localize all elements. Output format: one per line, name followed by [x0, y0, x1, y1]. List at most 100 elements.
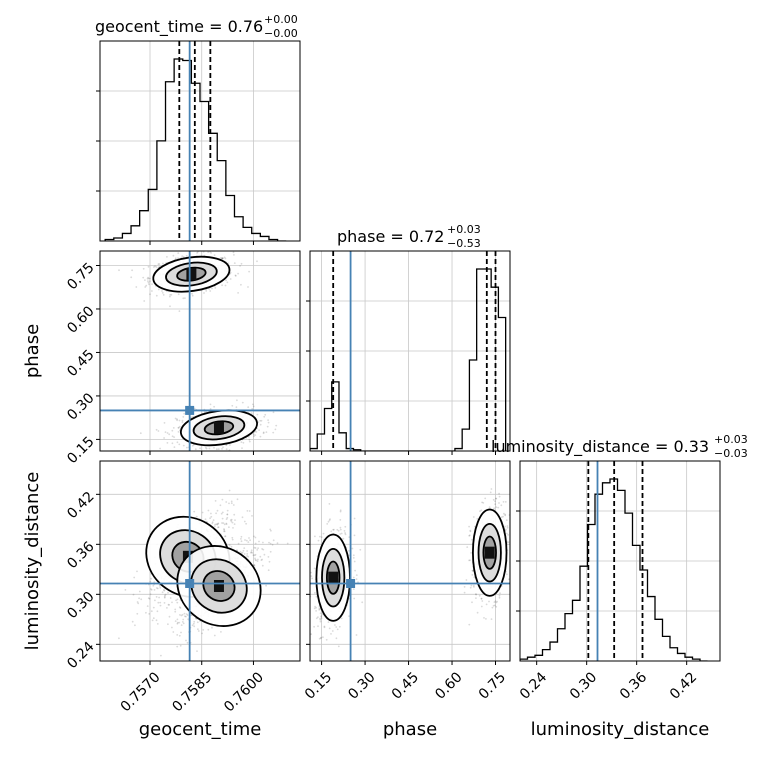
density-peak — [213, 421, 224, 434]
scatter-point — [176, 618, 179, 621]
scatter-point — [261, 558, 263, 561]
scatter-point — [216, 523, 219, 526]
scatter-point — [246, 510, 249, 512]
scatter-point — [145, 611, 147, 614]
scatter-point — [163, 596, 166, 599]
scatter-point — [197, 630, 200, 632]
scatter-point — [214, 453, 216, 455]
scatter-point — [240, 538, 242, 540]
scatter-point — [466, 546, 469, 548]
scatter-point — [254, 434, 257, 436]
scatter-point — [233, 262, 236, 264]
scatter-point — [185, 639, 187, 642]
scatter-point — [496, 600, 498, 603]
scatter-point — [353, 560, 356, 563]
x-tick-label: 0.7570 — [118, 669, 164, 715]
scatter-point — [480, 509, 483, 512]
panel-geocent_time-geocent_time — [96, 40, 301, 245]
panel-frame — [309, 460, 511, 662]
scatter-point — [216, 509, 219, 512]
scatter-point — [180, 614, 183, 617]
scatter-point — [262, 541, 264, 544]
scatter-point — [221, 257, 224, 260]
scatter-point — [250, 549, 253, 552]
scatter-point — [221, 517, 224, 520]
scatter-point — [161, 292, 164, 294]
panel-phase-geocent_time: 0.15 0.30 0.45 0.60 0.75 — [64, 250, 301, 467]
scatter-point — [256, 260, 258, 263]
scatter-point — [339, 510, 342, 513]
scatter-point — [352, 554, 355, 557]
scatter-point — [156, 610, 159, 613]
scatter-point — [495, 497, 497, 500]
scatter-point — [191, 624, 194, 627]
scatter-point — [261, 548, 263, 550]
panel-plot-area — [100, 461, 300, 661]
scatter-point — [250, 551, 253, 553]
scatter-point — [352, 557, 355, 559]
scatter-point — [174, 257, 177, 260]
scatter-point — [149, 593, 152, 596]
scatter-point — [148, 597, 151, 600]
scatter-point — [494, 604, 496, 607]
title-phase-sup: +0.03 — [447, 223, 481, 236]
panel-plot-area — [100, 41, 300, 241]
scatter-point — [219, 504, 222, 507]
scatter-point — [505, 519, 508, 522]
scatter-point — [181, 421, 184, 424]
scatter-point — [495, 506, 498, 509]
x-tick-label: 0.30 — [567, 669, 600, 702]
scatter-point — [327, 520, 330, 523]
scatter-point — [318, 607, 321, 609]
scatter-point — [192, 622, 195, 625]
scatter-point — [475, 597, 477, 599]
title-luminosity-distance-sup: +0.03 — [714, 433, 748, 446]
scatter-point — [468, 559, 470, 562]
scatter-point — [339, 533, 342, 535]
scatter-point — [319, 612, 322, 615]
scatter-point — [248, 440, 251, 443]
panel-frame — [99, 250, 301, 452]
scatter-point — [193, 510, 196, 513]
scatter-point — [480, 597, 483, 600]
scatter-point — [149, 277, 151, 280]
y-tick-label: 0.75 — [64, 260, 97, 293]
scatter-point — [257, 558, 259, 561]
scatter-point — [236, 399, 238, 402]
scatter-point — [352, 588, 355, 590]
scatter-point — [237, 542, 240, 545]
scatter-point — [173, 446, 176, 448]
scatter-point — [177, 426, 180, 429]
scatter-point — [152, 606, 155, 609]
scatter-point — [214, 287, 217, 289]
scatter-point — [272, 539, 275, 542]
scatter-point — [267, 419, 269, 421]
scatter-point — [196, 252, 199, 254]
scatter-point — [221, 257, 224, 259]
scatter-point — [150, 588, 152, 590]
scatter-point — [224, 535, 227, 538]
scatter-point — [186, 614, 189, 616]
scatter-point — [252, 433, 255, 436]
scatter-point — [269, 550, 272, 553]
scatter-point — [118, 269, 120, 272]
scatter-point — [226, 509, 229, 512]
scatter-point — [176, 634, 179, 636]
scatter-point — [463, 591, 466, 594]
scatter-point — [201, 632, 204, 635]
scatter-point — [203, 411, 206, 413]
scatter-point — [325, 638, 328, 641]
scatter-point — [253, 564, 256, 567]
scatter-point — [172, 254, 175, 257]
scatter-point — [348, 615, 350, 617]
scatter-point — [500, 516, 503, 518]
scatter-point — [145, 284, 148, 287]
scatter-point — [155, 266, 158, 268]
scatter-point — [184, 297, 186, 299]
scatter-point — [264, 413, 267, 416]
scatter-point — [153, 266, 155, 268]
scatter-point — [250, 551, 252, 554]
scatter-point — [152, 584, 155, 587]
scatter-point — [343, 530, 346, 532]
scatter-point — [171, 442, 174, 445]
